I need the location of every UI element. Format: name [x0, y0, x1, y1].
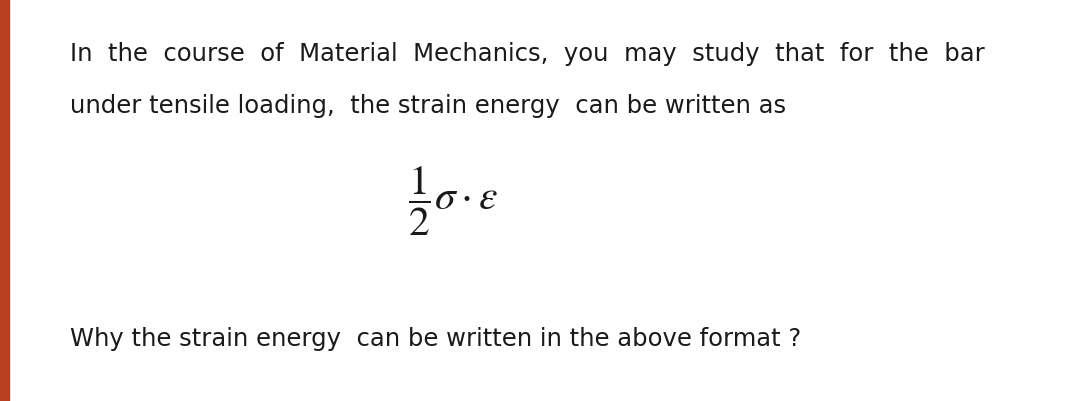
Text: In  the  course  of  Material  Mechanics,  you  may  study  that  for  the  bar: In the course of Material Mechanics, you…: [70, 42, 985, 66]
Text: $\dfrac{1}{2}\sigma \cdot \varepsilon$: $\dfrac{1}{2}\sigma \cdot \varepsilon$: [408, 164, 499, 237]
Text: under tensile loading,  the strain energy  can be written as: under tensile loading, the strain energy…: [70, 94, 786, 118]
Text: Why the strain energy  can be written in the above format ?: Why the strain energy can be written in …: [70, 326, 801, 350]
